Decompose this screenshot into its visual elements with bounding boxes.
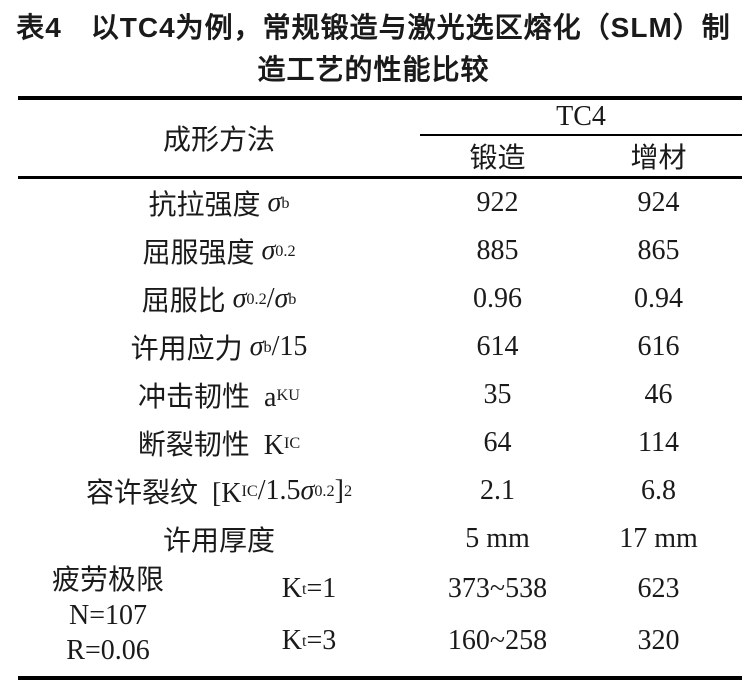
row-label: 屈服比 σ 0.2/σ b [18,275,420,323]
data-table: 成形方法 TC4 锻造 增材 抗拉强度 σ b 922 924 屈服强度 σ 0.2 885… [18,96,742,680]
row-label: 冲击韧性 a KU [18,371,420,419]
table-row: 冲击韧性 a KU 35 46 [18,371,742,419]
forged-value: 922 [476,187,519,218]
additive-value: 17 mm [619,523,698,554]
label-part: 断裂韧性 K [137,430,284,461]
forged-value: 5 mm [465,523,530,554]
label-part: =3 [306,625,337,656]
table-row: 屈服比 σ 0.2/σ b 0.96 0.94 [18,275,742,323]
row-label: 容许裂纹 [K IC/1.5 σ 0.2] 2 [18,467,420,515]
row-label: 许用应力 σ b/15 [18,323,420,371]
label-part: σ [249,331,264,362]
fatigue-condition: 疲劳极限 N=107 R=0.06 [18,563,198,667]
additive-value: 865 [637,235,680,266]
fatigue-condition-line: R=0.06 [66,634,150,666]
additive-value: 616 [637,331,680,362]
header-col-additive: 增材 [630,143,687,174]
label-part: K [281,573,302,604]
table-title: 表4 以TC4为例，常规锻造与激光选区熔化（SLM）制 造工艺的性能比较 [0,7,747,91]
additive-value: 320 [637,625,680,656]
label-part: σ [300,475,315,506]
label-part: 容许裂纹 [K [85,478,242,509]
forged-value: 614 [476,331,519,362]
label-part: 许用应力 [130,334,250,365]
label-part: σ [261,235,276,266]
header-subcolumns: 锻造 增材 [420,136,742,176]
label-part: 冲击韧性 a [138,382,277,413]
bottom-rule [18,676,742,680]
header-group-label: TC4 [556,101,606,132]
additive-value: 0.94 [634,283,683,314]
additive-value: 114 [638,427,679,458]
label-part: 屈服强度 [142,238,262,269]
forged-value: 35 [483,379,512,410]
table-row: 许用应力 σ b/15 614 616 [18,323,742,371]
label-part: 许用厚度 [162,526,275,557]
label-part: ] [334,475,344,506]
label-part: /15 [271,331,308,362]
label-part: σ [274,283,289,314]
label-part: σ [267,187,282,218]
group-underline-rule [420,134,742,136]
label-part: K [281,625,302,656]
table-row: 容许裂纹 [K IC/1.5 σ 0.2] 2 2.1 6.8 [18,467,742,515]
header-method: 成形方法 [162,125,275,156]
table-row: 断裂韧性 K IC 64 114 [18,419,742,467]
forged-value: 2.1 [480,475,515,506]
top-rule [18,96,742,100]
label-part: =1 [306,573,337,604]
forged-value: 885 [476,235,519,266]
forged-value: 160~258 [447,625,548,656]
header-group: TC4 锻造 增材 [420,100,742,176]
row-label: 许用厚度 [18,515,420,563]
table-title-line2: 造工艺的性能比较 [257,54,490,85]
additive-value: 46 [644,379,673,410]
label-part: /1.5 [257,475,301,506]
header-bottom-rule [18,176,742,179]
forged-value: 64 [483,427,512,458]
table-title-line1: 表4 以TC4为例，常规锻造与激光选区熔化（SLM）制 [16,12,731,43]
fatigue-condition-line: N=107 [68,599,147,631]
label-part: / [266,283,275,314]
row-label: 断裂韧性 K IC [18,419,420,467]
table-body: 抗拉强度 σ b 922 924 屈服强度 σ 0.2 885 865 屈服比 σ 0.2/σ b 0… [18,179,742,563]
label-part: σ [232,283,247,314]
table-row: 抗拉强度 σ b 922 924 [18,179,742,227]
row-label: 屈服强度 σ 0.2 [18,227,420,275]
label-part: 屈服比 [141,286,233,317]
additive-value: 924 [637,187,680,218]
fatigue-condition-line: 疲劳极限 [51,564,164,596]
forged-value: 373~538 [447,573,548,604]
table-row: 许用厚度 5 mm 17 mm [18,515,742,563]
table-header: 成形方法 TC4 锻造 增材 [18,100,742,176]
additive-value: 6.8 [641,475,676,506]
label-part: 抗拉强度 [148,190,268,221]
header-col-forged: 锻造 [469,143,526,174]
forged-value: 0.96 [473,283,522,314]
table-row: 屈服强度 σ 0.2 885 865 [18,227,742,275]
additive-value: 623 [637,573,680,604]
